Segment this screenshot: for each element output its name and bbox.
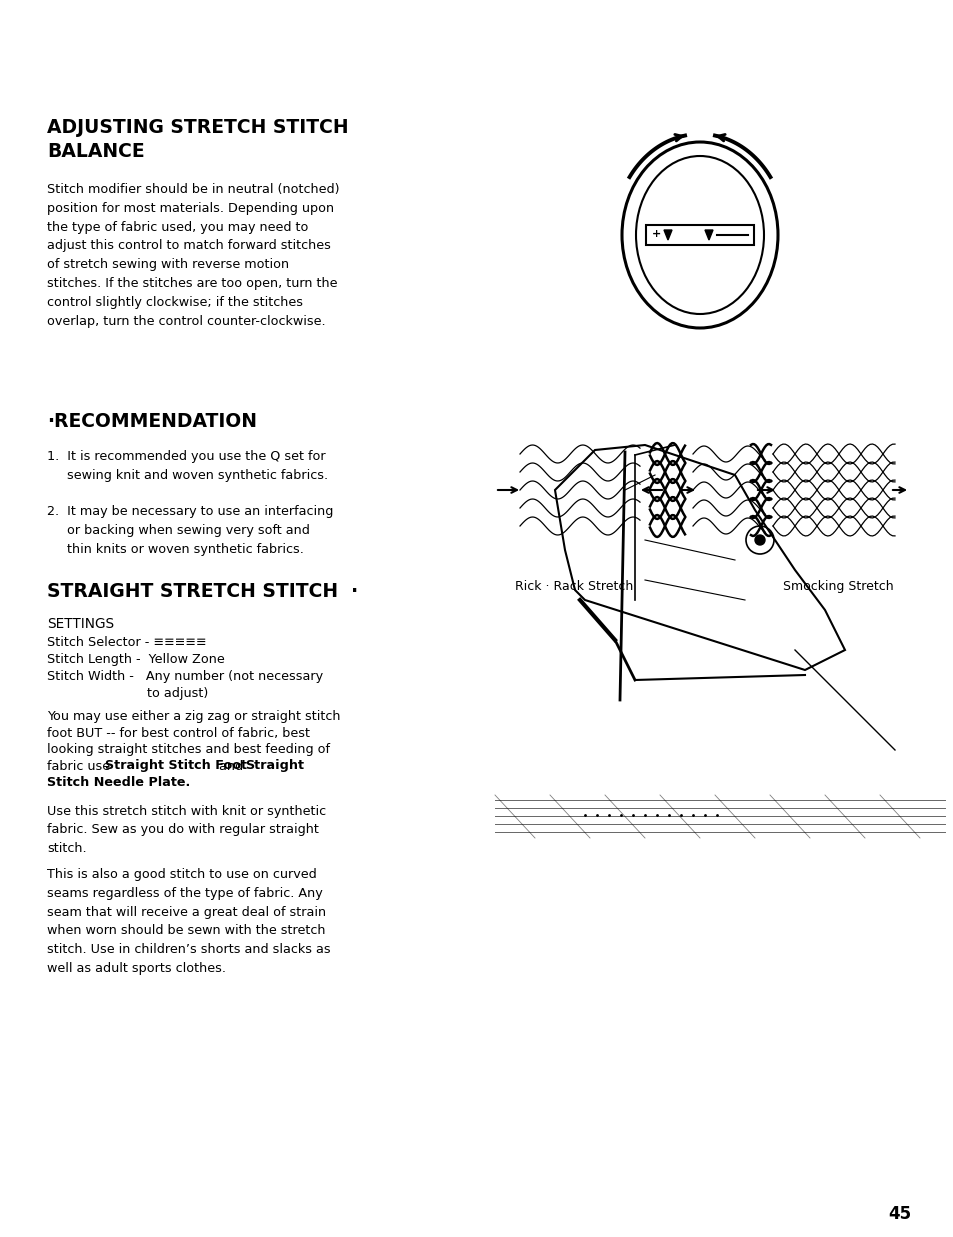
Text: Stitch modifier should be in neutral (notched)
position for most materials. Depe: Stitch modifier should be in neutral (no… [47, 183, 339, 328]
Polygon shape [704, 230, 712, 240]
Circle shape [754, 534, 764, 546]
Text: Straight: Straight [245, 760, 304, 772]
Text: 2.  It may be necessary to use an interfacing
     or backing when sewing very s: 2. It may be necessary to use an interfa… [47, 505, 333, 555]
Text: foot BUT -- for best control of fabric, best: foot BUT -- for best control of fabric, … [47, 726, 310, 740]
Text: 45: 45 [887, 1205, 911, 1223]
Text: Stitch Length -  Yellow Zone: Stitch Length - Yellow Zone [47, 653, 225, 666]
Polygon shape [663, 230, 671, 240]
Text: looking straight stitches and best feeding of: looking straight stitches and best feedi… [47, 743, 330, 756]
Text: Stitch Width -   Any number (not necessary: Stitch Width - Any number (not necessary [47, 670, 323, 683]
Text: ·RECOMMENDATION: ·RECOMMENDATION [47, 412, 256, 430]
Text: Stitch Selector - ≡≡≡≡≡: Stitch Selector - ≡≡≡≡≡ [47, 636, 206, 649]
Text: to adjust): to adjust) [47, 687, 208, 700]
Text: This is also a good stitch to use on curved
seams regardless of the type of fabr: This is also a good stitch to use on cur… [47, 868, 331, 975]
Text: 1.  It is recommended you use the Q set for
     sewing knit and woven synthetic: 1. It is recommended you use the Q set f… [47, 450, 328, 481]
Bar [645, 225, 753, 245]
Text: ADJUSTING STRETCH STITCH
BALANCE: ADJUSTING STRETCH STITCH BALANCE [47, 118, 348, 161]
Text: STRAIGHT STRETCH STITCH  ·: STRAIGHT STRETCH STITCH · [47, 581, 357, 601]
Text: Smocking Stretch: Smocking Stretch [782, 580, 893, 593]
Text: Straight Stitch Foot: Straight Stitch Foot [105, 760, 247, 772]
Text: and: and [214, 760, 247, 772]
Text: SETTINGS: SETTINGS [47, 617, 114, 631]
Text: You may use either a zig zag or straight stitch: You may use either a zig zag or straight… [47, 710, 340, 722]
Text: Rick · Rack Stretch: Rick · Rack Stretch [515, 580, 633, 593]
Text: Use this stretch stitch with knit or synthetic
fabric. Sew as you do with regula: Use this stretch stitch with knit or syn… [47, 804, 326, 855]
Text: fabric use: fabric use [47, 760, 114, 772]
Text: +: + [651, 229, 660, 239]
Text: Stitch Needle Plate.: Stitch Needle Plate. [47, 776, 190, 789]
